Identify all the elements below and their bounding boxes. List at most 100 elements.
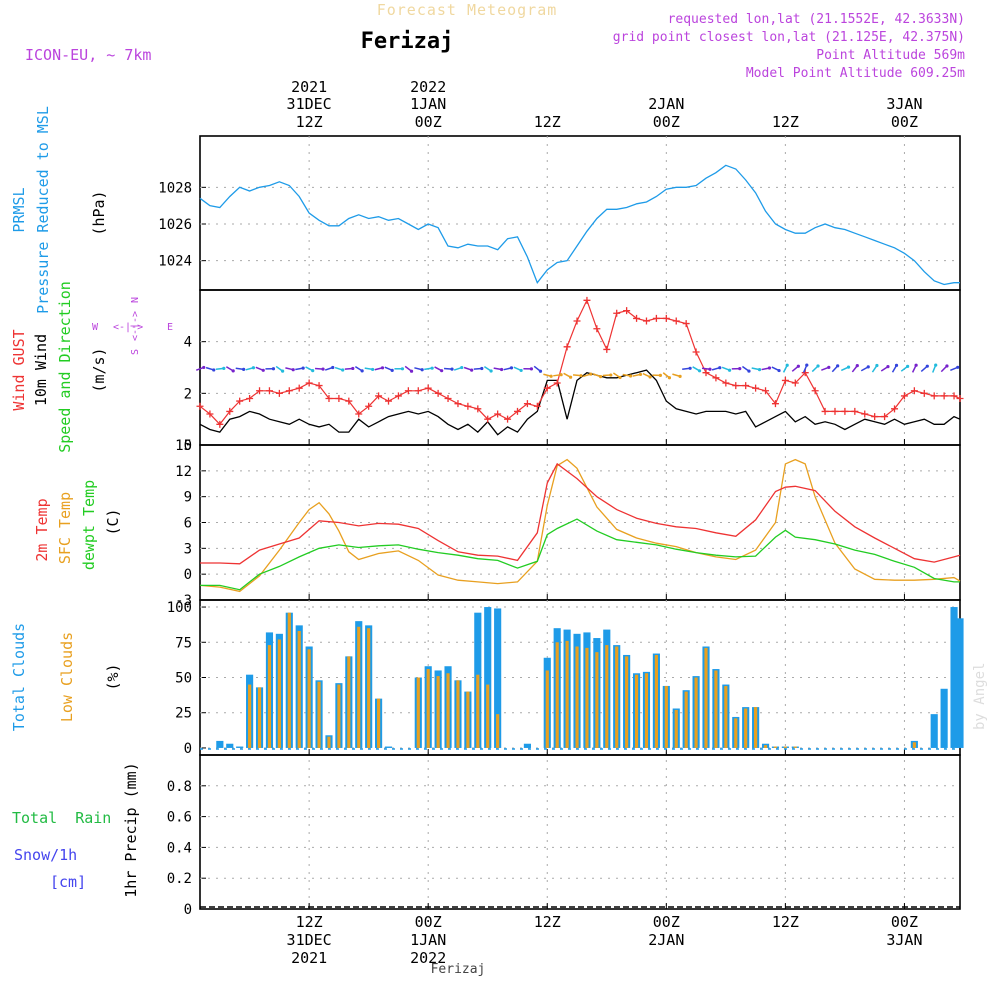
gust-marker (236, 397, 244, 405)
top-tick-label-0-l3: 12Z (296, 113, 323, 131)
location-title: Ferizaj (361, 29, 454, 54)
ytick-temperature-4: 9 (184, 490, 192, 506)
gust-marker (851, 407, 859, 415)
total-cloud-bar (956, 618, 964, 748)
wind-gust-line (199, 298, 961, 426)
low-cloud-bar (644, 673, 649, 748)
pressure-unit: (hPa) (90, 190, 108, 235)
low-cloud-bar (496, 714, 500, 748)
low-cloud-bar (277, 639, 281, 748)
wind-arrow-head (727, 368, 732, 372)
top-tick-label-5-l3: 00Z (891, 113, 918, 131)
gust-marker (444, 395, 452, 402)
model-label: ICON-EU, ~ 7km (25, 46, 151, 64)
gust-marker (335, 395, 343, 402)
top-tick-label-1-l1: 2022 (410, 78, 446, 96)
gust-marker (762, 387, 770, 395)
wind-arrow-head (271, 367, 276, 371)
gust-marker (861, 410, 869, 418)
precip-label: 1hr Precip (mm) (122, 762, 140, 897)
total-cloud-bar (226, 743, 234, 748)
gust-marker (682, 320, 690, 328)
wind-arrow-head (796, 364, 800, 368)
bottom-tick-label-0-l3: 2021 (291, 949, 327, 967)
ytick-wind-0: 0 (184, 438, 192, 454)
gust-marker (484, 415, 492, 423)
compass-arrows-vertical: <-|-> (130, 311, 141, 341)
low-cloud-bar (754, 707, 758, 748)
top-tick-label-4-l3: 12Z (772, 113, 799, 131)
wind-arrow-head (618, 375, 622, 380)
ytick-temperature-6: 15 (175, 438, 192, 454)
gust-marker (891, 405, 899, 413)
gust-marker (956, 395, 964, 402)
gust-marker (385, 397, 393, 405)
wind-arrow-head (697, 369, 702, 373)
wind-arrow-head (321, 367, 325, 371)
gust-marker (523, 400, 531, 408)
gust-marker (900, 392, 908, 400)
wind-arrow-head (738, 367, 742, 371)
gust-marker (394, 392, 402, 400)
wind-arrow-head (390, 368, 394, 372)
low-cloud-bar (595, 652, 599, 748)
wind-arrow-head (242, 367, 246, 371)
ytick-temperature-5: 12 (175, 464, 192, 480)
pressure-reduced-label: Pressure Reduced to MSL (34, 106, 52, 314)
pressure-panel (199, 164, 960, 286)
total-rain-label: Total Rain (12, 809, 111, 827)
point-altitude: Point Altitude 569m (816, 48, 965, 63)
ytick-clouds-1: 25 (175, 706, 192, 722)
gust-marker (305, 379, 313, 387)
snow-unit-label: [cm] (50, 873, 86, 891)
wind-arrow-head (360, 369, 364, 373)
total-cloud-bar (950, 607, 958, 748)
wind-arrow-head (281, 369, 285, 373)
panel-frame-4 (199, 754, 961, 910)
gust-marker (742, 382, 750, 390)
ytick-clouds-3: 75 (175, 635, 192, 651)
wind-arrow-head (440, 369, 444, 373)
wind-panel (195, 296, 964, 436)
low-cloud-bar (634, 674, 639, 748)
low-cloud-bar (297, 631, 301, 748)
wind-arrow-head (371, 367, 375, 372)
wind-arrow-head (599, 375, 603, 379)
top-tick-label-2-l3: 12Z (534, 113, 561, 131)
wind-arrow-head (925, 364, 929, 368)
temp-2m-line (200, 462, 961, 565)
wind-arrow-head (945, 364, 949, 368)
low-cloud-bar (466, 691, 470, 748)
wind-arrow-head (202, 365, 206, 370)
wind-arrow-head (777, 368, 781, 373)
gust-marker (464, 402, 472, 410)
wind-arrow-head (549, 374, 553, 378)
wind-10m-label: 10m Wind (32, 334, 50, 406)
ytick-precip-4: 0.8 (167, 779, 192, 795)
wind-arrow-head (956, 365, 960, 369)
wind-arrow-head (430, 366, 434, 370)
ytick-pressure-2: 1028 (158, 180, 192, 196)
bottom-tick-label-5-l2: 3JAN (886, 931, 922, 949)
wind-arrow-head (231, 369, 235, 373)
temperature-panel (199, 458, 961, 593)
gust-marker (553, 379, 561, 387)
gust-marker (633, 314, 641, 322)
total-cloud-bar (484, 607, 492, 748)
wind-arrow-head (757, 368, 762, 372)
sfc-temp-line (199, 458, 961, 593)
gust-marker (226, 407, 234, 415)
total-cloud-bar (494, 608, 502, 748)
wind-arrow-head (875, 363, 879, 368)
wind-arrow-head (341, 368, 345, 372)
wind-arrow-head (866, 365, 870, 369)
ytick-wind-1: 2 (184, 386, 192, 402)
compass-arrows: <-|-> (113, 322, 143, 333)
bottom-tick-label-1-l1: 00Z (415, 913, 442, 931)
low-cloud-bar (317, 681, 321, 748)
total-clouds-label: Total Clouds (10, 623, 28, 731)
low-cloud-bar (773, 746, 778, 748)
gust-marker (494, 410, 502, 418)
